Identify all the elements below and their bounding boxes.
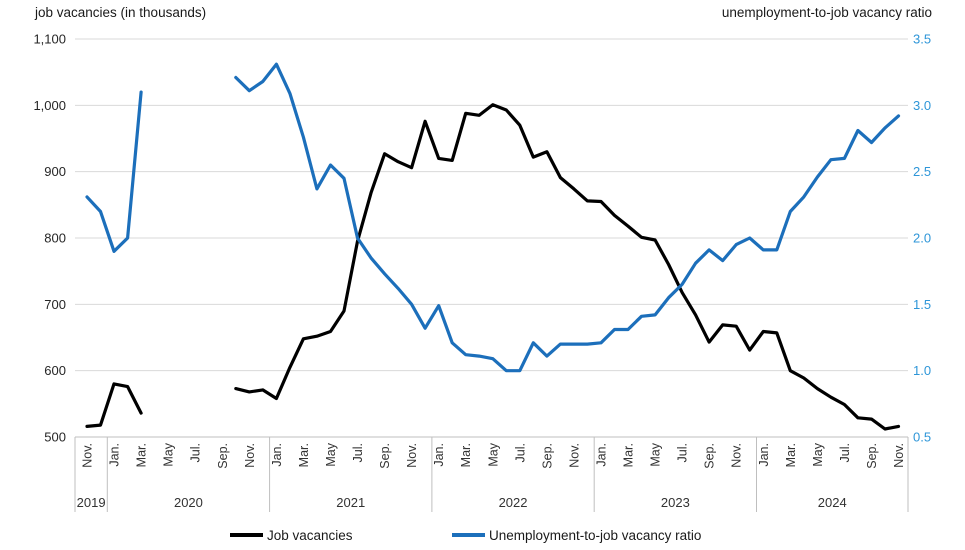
series-line-unemployment-to-job-vacancy-ratio xyxy=(85,62,901,373)
x-axis-month-label: Nov. xyxy=(730,443,744,468)
right-axis-tick-label: 2.0 xyxy=(913,231,931,246)
x-axis-month-label: Jan. xyxy=(108,443,122,467)
x-axis-year-label: 2020 xyxy=(174,495,203,510)
x-axis-month-label: May xyxy=(162,442,176,466)
left-axis-tick-label: 500 xyxy=(44,430,66,445)
job-vacancies-line-swatch xyxy=(230,533,263,537)
chart-legend: Job vacancies Unemployment-to-job vacanc… xyxy=(0,524,965,546)
x-axis-month-label: Mar. xyxy=(784,443,798,467)
x-axis-month-label: Sep. xyxy=(216,443,230,469)
left-axis-tick-label: 1,100 xyxy=(33,32,66,47)
legend-item-job-vacancies: Job vacancies xyxy=(230,524,353,546)
x-axis-year-label: 2023 xyxy=(661,495,690,510)
x-axis-month-label: Jan. xyxy=(270,443,284,467)
x-axis-month-label: May xyxy=(324,442,338,466)
x-axis-year-label: 2022 xyxy=(499,495,528,510)
left-axis-tick-label: 1,000 xyxy=(33,98,66,113)
x-axis-month-label: Nov. xyxy=(243,443,257,468)
right-axis-tick-label: 1.5 xyxy=(913,297,931,312)
right-axis-tick-label: 3.0 xyxy=(913,98,931,113)
right-axis-tick-label: 3.5 xyxy=(913,32,931,47)
x-axis-month-label: Jan. xyxy=(594,443,608,467)
legend-label: Job vacancies xyxy=(267,527,353,543)
x-axis-month-label: Jul. xyxy=(189,443,203,462)
x-axis-month-label: Nov. xyxy=(567,443,581,468)
x-axis-month-label: Jul. xyxy=(676,443,690,462)
x-axis-month-label: Jan. xyxy=(432,443,446,467)
x-axis-month-label: May xyxy=(649,442,663,466)
series-line-job-vacancies xyxy=(85,103,901,431)
left-axis-title: job vacancies (in thousands) xyxy=(35,5,207,20)
right-axis-tick-label: 1.0 xyxy=(913,363,931,378)
left-axis-tick-label: 600 xyxy=(44,363,66,378)
x-axis-month-label: Sep. xyxy=(865,443,879,469)
x-axis-year-label: 2024 xyxy=(818,495,847,510)
x-axis-month-label: Nov. xyxy=(892,443,906,468)
right-axis-tick-label: 2.5 xyxy=(913,164,931,179)
x-axis-month-label: Jul. xyxy=(351,443,365,462)
x-axis-month-label: Jan. xyxy=(757,443,771,467)
x-axis-month-label: May xyxy=(811,442,825,466)
x-axis-month-label: Sep. xyxy=(378,443,392,469)
x-axis-year-label: 2019 xyxy=(77,495,106,510)
x-axis-month-label: Sep. xyxy=(540,443,554,469)
right-axis-tick-label: 0.5 xyxy=(913,430,931,445)
left-axis-tick-label: 700 xyxy=(44,297,66,312)
legend-label: Unemployment-to-job vacancy ratio xyxy=(489,527,702,543)
x-axis-month-label: Mar. xyxy=(297,443,311,467)
x-axis-year-label: 2021 xyxy=(336,495,365,510)
x-axis-month-label: Jul. xyxy=(513,443,527,462)
x-axis-month-label: Mar. xyxy=(135,443,149,467)
x-axis-month-label: Nov. xyxy=(81,443,95,468)
x-axis-month-label: Mar. xyxy=(459,443,473,467)
x-axis-month-label: May xyxy=(486,442,500,466)
x-axis-month-label: Nov. xyxy=(405,443,419,468)
legend-item-ratio: Unemployment-to-job vacancy ratio xyxy=(452,524,701,546)
left-axis-tick-label: 800 xyxy=(44,231,66,246)
x-axis-month-label: Sep. xyxy=(703,443,717,469)
ratio-line-swatch xyxy=(452,533,485,537)
x-axis-month-label: Mar. xyxy=(622,443,636,467)
left-axis-tick-label: 900 xyxy=(44,164,66,179)
x-axis-month-label: Jul. xyxy=(838,443,852,462)
right-axis-title: unemployment-to-job vacancy ratio xyxy=(721,5,932,20)
